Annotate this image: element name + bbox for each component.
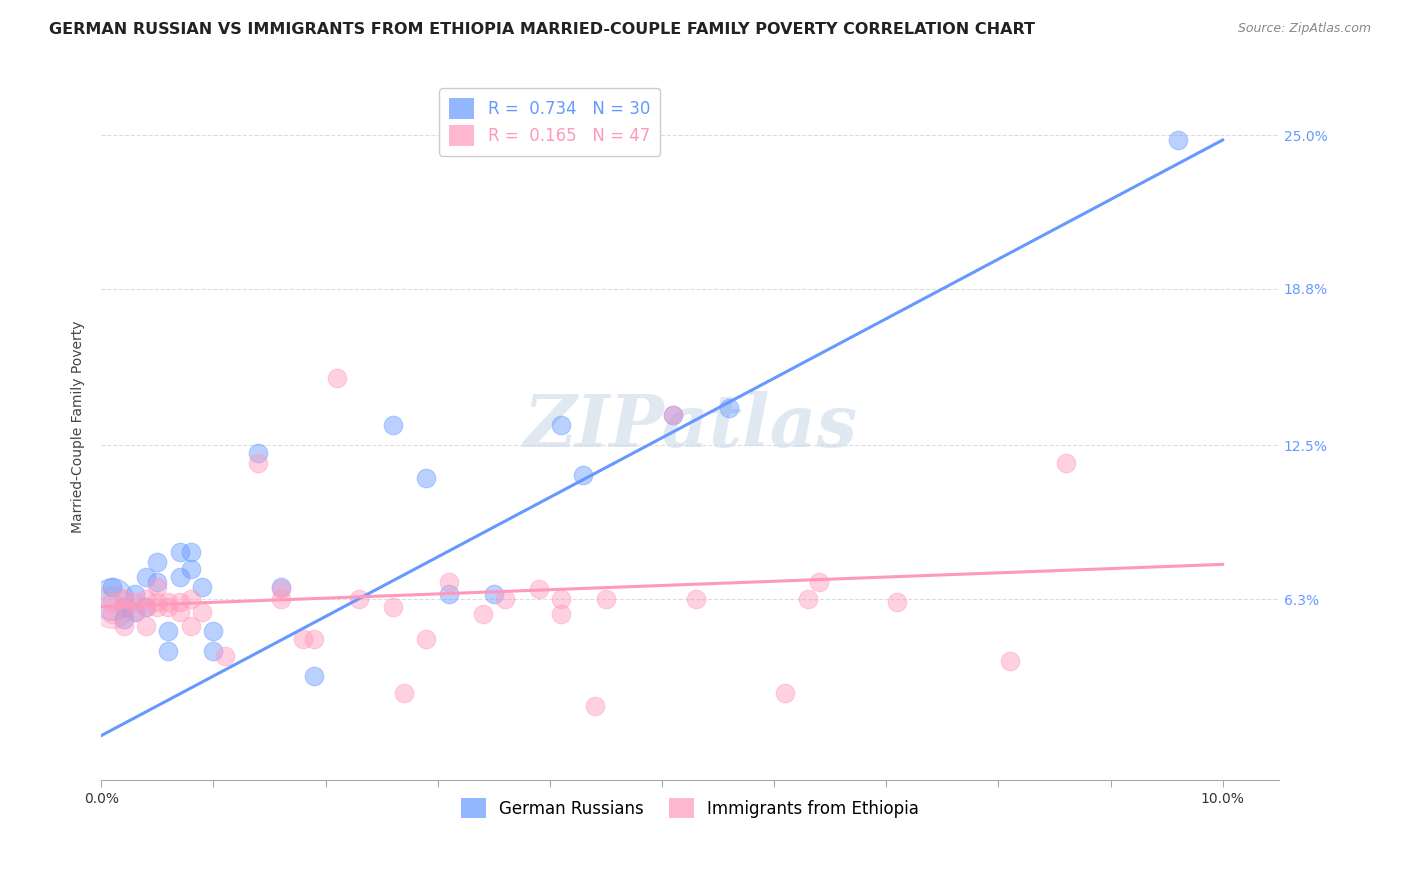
Point (112, 612, 135, 626)
Point (135, 599, 157, 614)
Point (101, 599, 124, 614)
Text: ZIPatlas: ZIPatlas (523, 391, 858, 462)
Point (998, 654, 1021, 668)
Point (112, 619, 135, 633)
Point (124, 605, 146, 619)
Point (494, 592, 516, 607)
Point (146, 580, 169, 594)
Point (169, 605, 191, 619)
Point (124, 587, 146, 601)
Point (1054, 456, 1077, 470)
Point (180, 545, 202, 559)
Point (202, 644, 225, 658)
Point (247, 446, 270, 460)
Point (157, 594, 180, 608)
Point (392, 686, 415, 700)
Point (157, 624, 180, 639)
Point (180, 592, 202, 607)
Point (325, 371, 347, 385)
Y-axis label: Married-Couple Family Poverty: Married-Couple Family Poverty (72, 320, 86, 533)
Point (595, 592, 617, 607)
Point (135, 599, 157, 614)
Point (550, 418, 572, 433)
Point (146, 574, 169, 589)
Point (347, 592, 370, 607)
Point (304, 632, 326, 646)
Point (146, 555, 169, 569)
Point (415, 470, 437, 484)
Point (270, 582, 292, 597)
Point (135, 592, 157, 607)
Point (169, 594, 191, 608)
Point (583, 698, 606, 713)
Point (191, 605, 214, 619)
Point (124, 605, 146, 619)
Point (112, 592, 135, 607)
Point (796, 592, 818, 607)
Point (101, 580, 124, 594)
Point (381, 418, 404, 433)
Point (101, 594, 124, 608)
Point (112, 599, 135, 614)
Point (471, 607, 494, 621)
Point (101, 592, 124, 607)
Point (135, 570, 157, 584)
Point (112, 599, 135, 614)
Point (169, 570, 191, 584)
Point (157, 644, 180, 658)
Point (437, 587, 460, 601)
Text: Source: ZipAtlas.com: Source: ZipAtlas.com (1237, 22, 1371, 36)
Point (292, 632, 315, 646)
Point (135, 619, 157, 633)
Point (662, 409, 685, 423)
Point (685, 592, 707, 607)
Point (214, 649, 236, 664)
Point (381, 599, 404, 614)
Point (202, 624, 225, 639)
Point (886, 594, 908, 608)
Point (146, 594, 169, 608)
Point (775, 686, 797, 700)
Legend: German Russians, Immigrants from Ethiopia: German Russians, Immigrants from Ethiopi… (454, 791, 925, 825)
Point (807, 574, 830, 589)
Point (180, 619, 202, 633)
Point (662, 409, 685, 423)
Point (247, 456, 270, 470)
Point (437, 574, 460, 589)
Point (157, 599, 180, 614)
Point (1167, 133, 1189, 147)
Point (718, 401, 741, 415)
Point (304, 669, 326, 683)
Point (572, 468, 595, 483)
Text: GERMAN RUSSIAN VS IMMIGRANTS FROM ETHIOPIA MARRIED-COUPLE FAMILY POVERTY CORRELA: GERMAN RUSSIAN VS IMMIGRANTS FROM ETHIOP… (49, 22, 1035, 37)
Point (146, 599, 169, 614)
Point (550, 607, 572, 621)
Point (101, 607, 124, 621)
Point (124, 594, 146, 608)
Point (270, 592, 292, 607)
Point (527, 582, 550, 597)
Point (191, 580, 214, 594)
Point (550, 592, 572, 607)
Point (169, 545, 191, 559)
Point (270, 580, 292, 594)
Point (180, 562, 202, 576)
Point (482, 587, 505, 601)
Point (415, 632, 437, 646)
